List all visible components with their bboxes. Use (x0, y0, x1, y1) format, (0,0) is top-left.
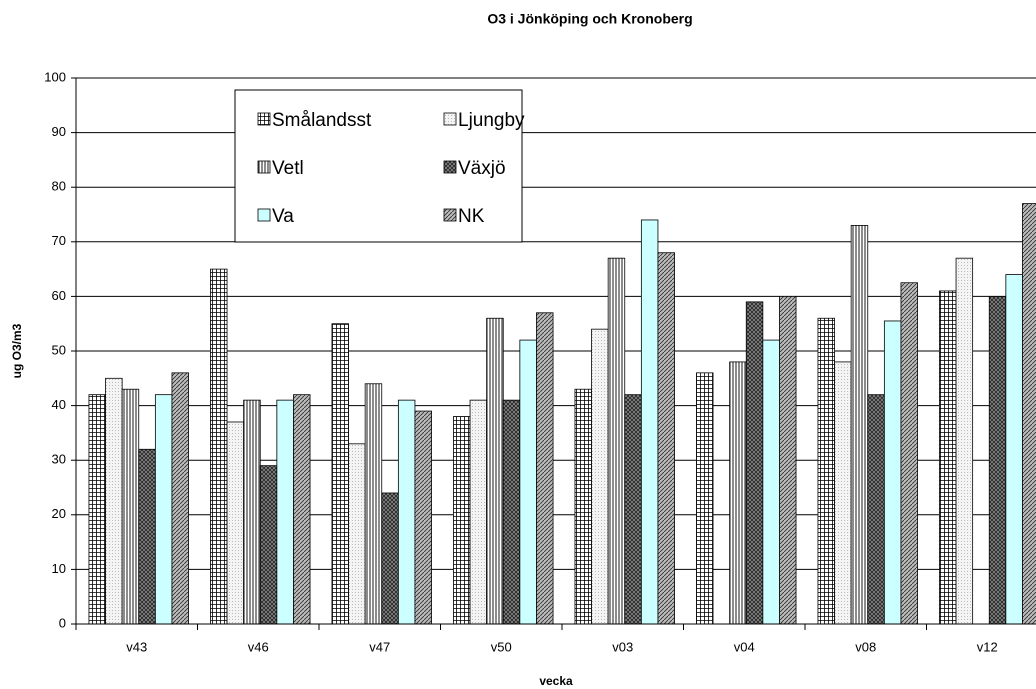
bar (850, 225, 869, 625)
bar (1005, 274, 1023, 625)
x-tick-label: v50 (491, 639, 512, 654)
bar (1022, 203, 1036, 625)
y-tick-label: 30 (52, 452, 66, 467)
bar (939, 290, 957, 625)
bar (779, 295, 797, 625)
x-axis-title: vecka (539, 674, 573, 688)
bar (243, 399, 261, 625)
legend-label: Vetl (272, 158, 304, 179)
bar (574, 388, 592, 625)
legend-swatch (443, 112, 457, 126)
bar (640, 219, 659, 625)
bar (453, 416, 471, 625)
bar (414, 410, 432, 625)
x-tick-label: v04 (734, 639, 755, 654)
bar (867, 394, 885, 625)
y-tick-label: 90 (52, 124, 66, 139)
bar (607, 257, 626, 625)
bar (469, 399, 488, 625)
bar (171, 372, 189, 625)
legend-swatch (443, 160, 457, 174)
x-tick-label: v43 (126, 639, 147, 654)
bar (154, 394, 173, 625)
bar (397, 399, 416, 625)
bar (348, 443, 366, 625)
bar (745, 301, 764, 625)
legend-label: Växjö (458, 158, 506, 179)
bar (624, 394, 642, 625)
bar (657, 252, 675, 625)
bar (259, 465, 278, 625)
bar (210, 268, 228, 625)
legend-label: Ljungby (458, 110, 525, 131)
bar (502, 399, 521, 625)
y-tick-label: 0 (59, 615, 66, 630)
bar (536, 312, 554, 625)
bar (817, 317, 835, 625)
legend-swatch (257, 160, 271, 174)
bar (762, 339, 780, 625)
bar (276, 399, 294, 625)
bar (381, 492, 399, 625)
x-tick-label: v12 (977, 639, 998, 654)
legend-label: NK (458, 206, 485, 227)
bar (364, 383, 383, 625)
legend-box (234, 89, 523, 243)
x-tick-label: v46 (248, 639, 269, 654)
chart-title: O3 i Jönköping och Kronoberg (487, 11, 692, 27)
bar (729, 361, 747, 625)
bar (519, 339, 537, 625)
bar (955, 257, 974, 625)
bar (293, 394, 311, 625)
bar (900, 282, 918, 625)
bar (226, 421, 245, 625)
y-tick-label: 10 (52, 561, 66, 576)
x-tick-label: v47 (369, 639, 390, 654)
bar (883, 320, 902, 625)
y-tick-label: 80 (52, 179, 66, 194)
x-tick-label: v08 (855, 639, 876, 654)
y-tick-label: 50 (52, 342, 66, 357)
y-tick-label: 40 (52, 397, 66, 412)
legend-swatch (257, 208, 271, 222)
bar (988, 295, 1007, 625)
y-axis-title: ug O3/m3 (10, 323, 24, 378)
y-tick-label: 70 (52, 233, 66, 248)
bar (88, 394, 106, 625)
bar (121, 388, 140, 625)
legend-swatch (443, 208, 457, 222)
bar (331, 323, 349, 625)
legend-label: Smålandsst (272, 110, 372, 131)
bar (105, 377, 123, 625)
y-tick-label: 20 (52, 506, 66, 521)
bar (138, 448, 156, 625)
x-tick-label: v03 (612, 639, 633, 654)
y-tick-label: 60 (52, 288, 66, 303)
legend-label: Va (272, 206, 294, 227)
y-tick-label: 100 (44, 69, 66, 84)
bar (834, 361, 852, 625)
bar (591, 328, 609, 625)
bar (486, 317, 504, 625)
bar (696, 372, 714, 625)
legend-swatch (257, 112, 271, 126)
